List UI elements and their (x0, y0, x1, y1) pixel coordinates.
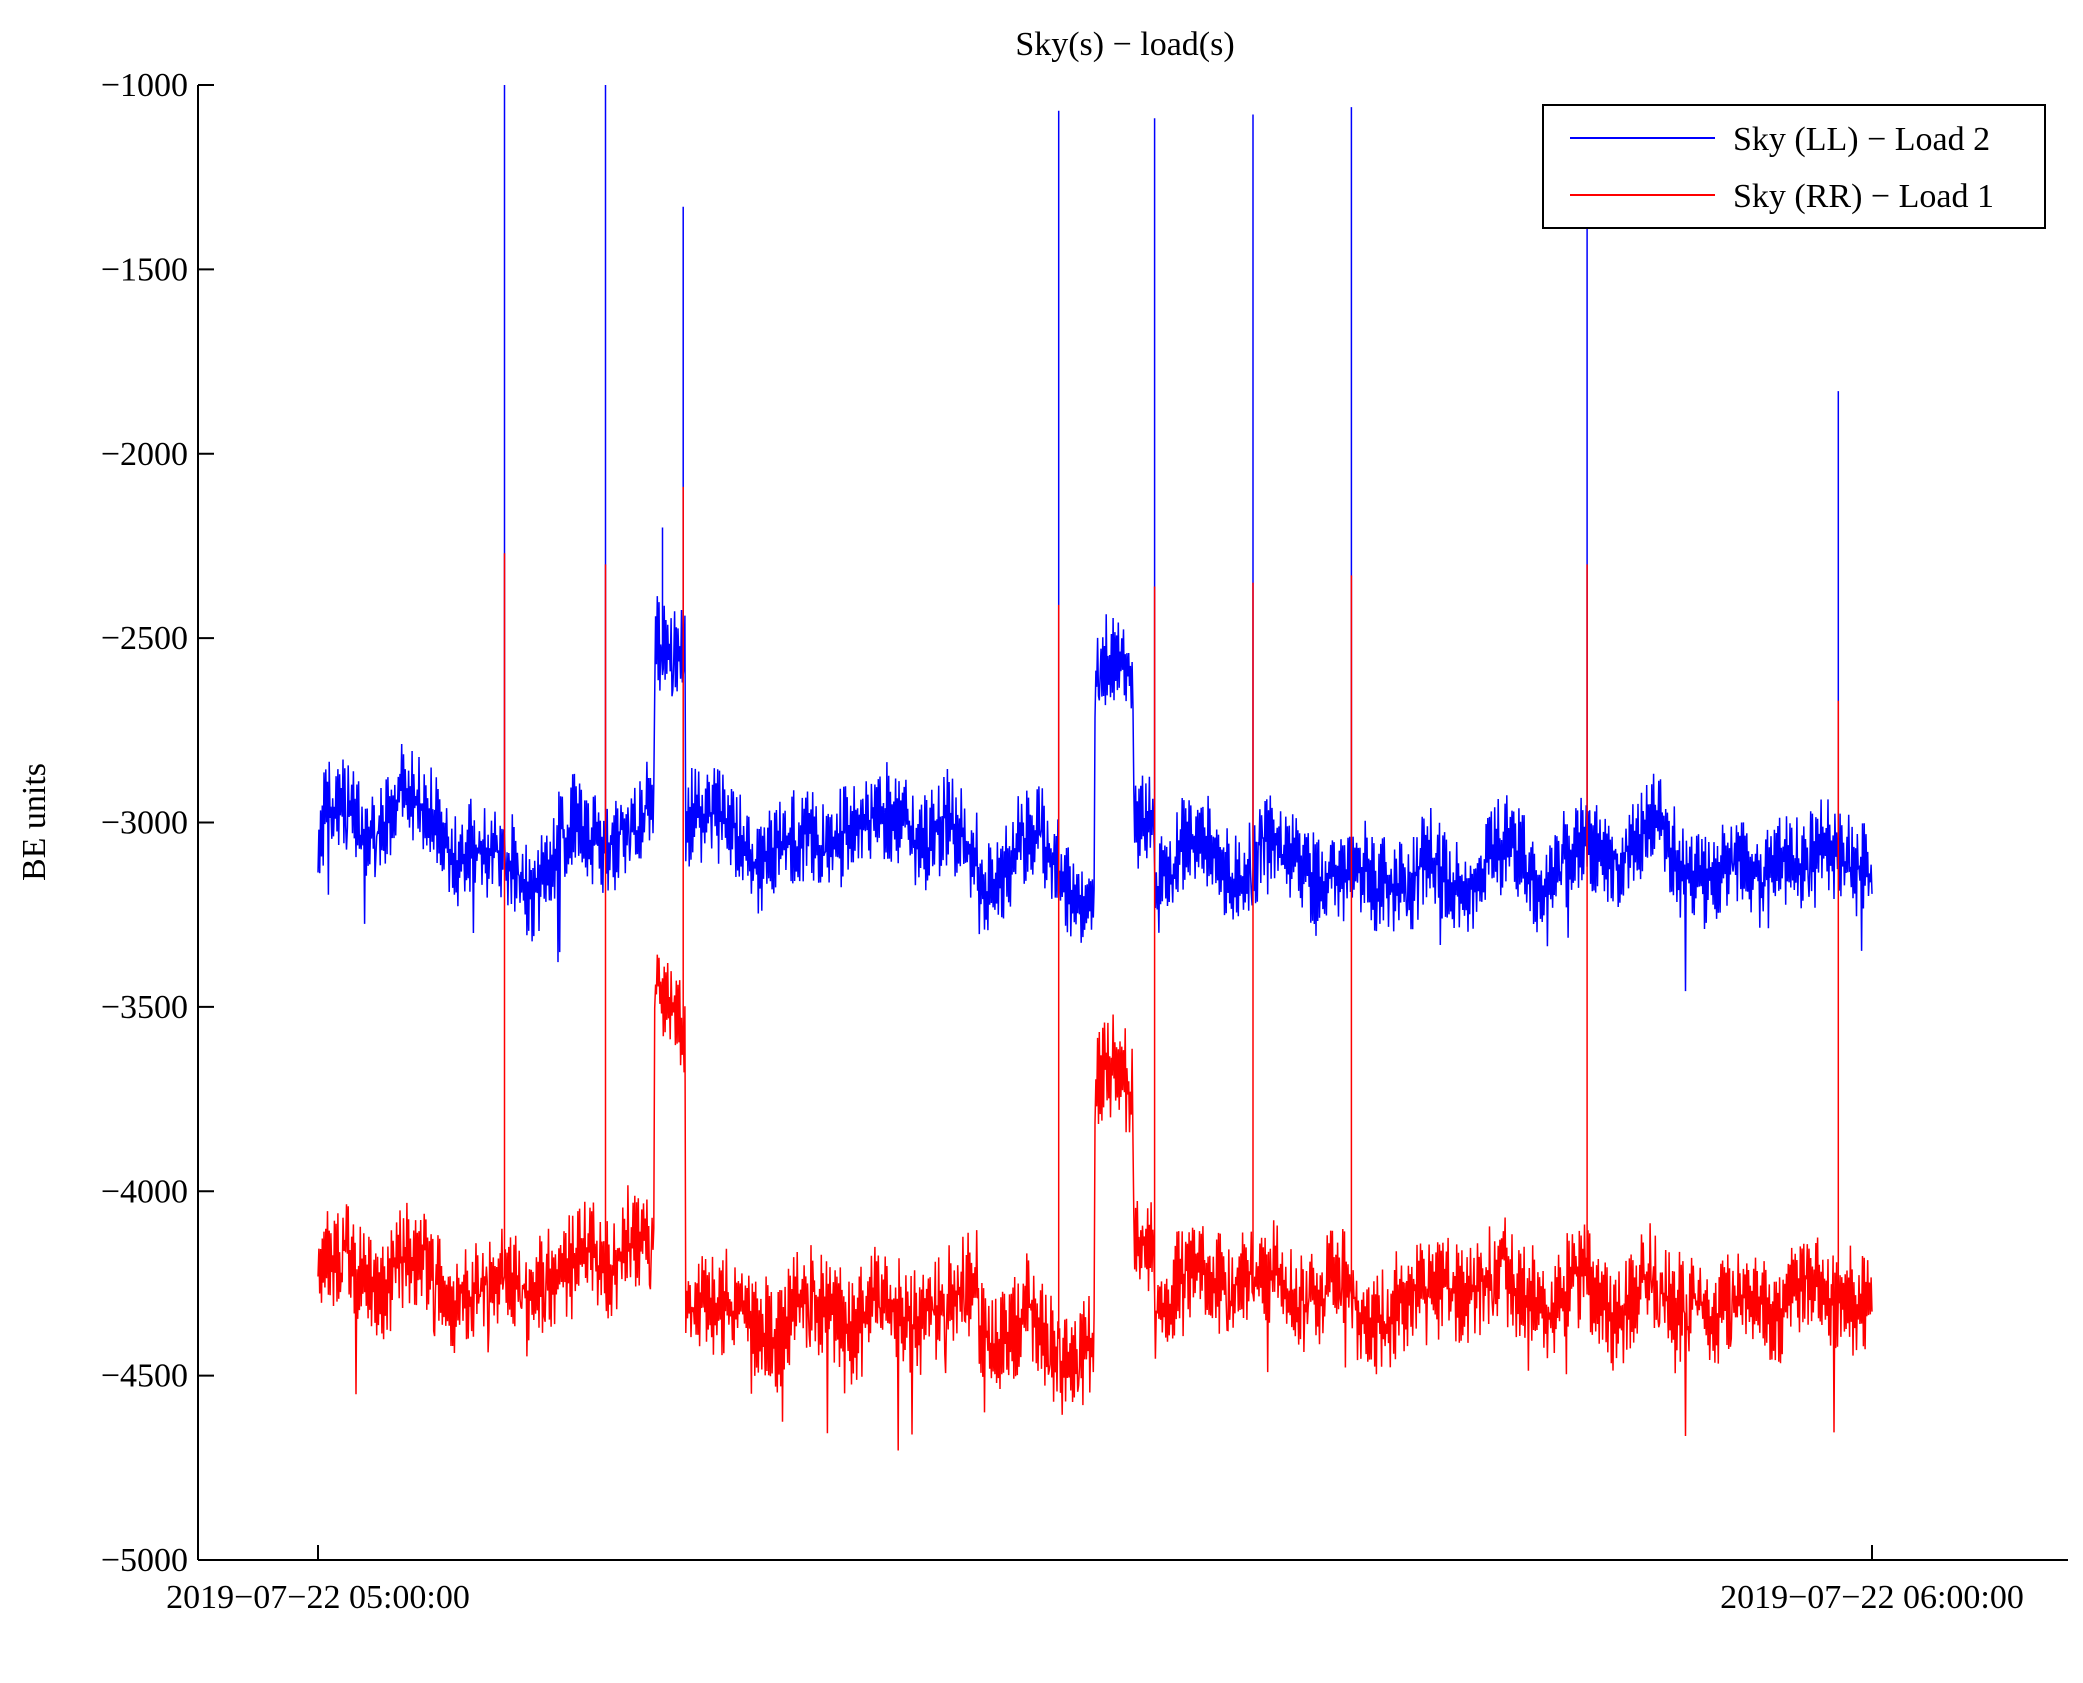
y-tick-label: −5000 (101, 1542, 188, 1579)
y-tick-label: −2500 (101, 620, 188, 657)
series-line-rr (317, 486, 1873, 1451)
y-tick-label: −4000 (101, 1173, 188, 1210)
x-axis: 2019−07−22 05:00:00 2019−07−22 06:00:00 (166, 1545, 2068, 1616)
legend: Sky (LL) − Load 2 Sky (RR) − Load 1 (1542, 104, 2046, 229)
x-ticks: 2019−07−22 05:00:00 2019−07−22 06:00:00 (166, 1545, 2024, 1616)
y-tick-label: −2000 (101, 436, 188, 473)
y-tick-label: −4500 (101, 1358, 188, 1395)
y-tick-label: −3500 (101, 989, 188, 1026)
y-axis: −1000 −1500 −2000 −2500 −3000 −3500 −4000 −4500… (101, 67, 214, 1579)
legend-box (1542, 104, 2046, 229)
y-tick-label: −1500 (101, 251, 188, 288)
x-tick-label: 2019−07−22 06:00:00 (1720, 1579, 2024, 1616)
chart-title: Sky(s) − load(s) (1015, 26, 1234, 63)
y-ticks: −1000 −1500 −2000 −2500 −3000 −3500 −4000 −4500… (101, 67, 214, 1579)
y-tick-label: −3000 (101, 805, 188, 842)
legend-label-rr: Sky (RR) − Load 1 (1733, 178, 1994, 215)
x-tick-label: 2019−07−22 05:00:00 (166, 1579, 470, 1616)
y-tick-label: −1000 (101, 67, 188, 104)
series-line-ll (317, 85, 1873, 992)
y-axis-label: BE units (16, 763, 53, 881)
legend-label-ll: Sky (LL) − Load 2 (1733, 121, 1990, 158)
series-layer (317, 85, 1873, 1451)
